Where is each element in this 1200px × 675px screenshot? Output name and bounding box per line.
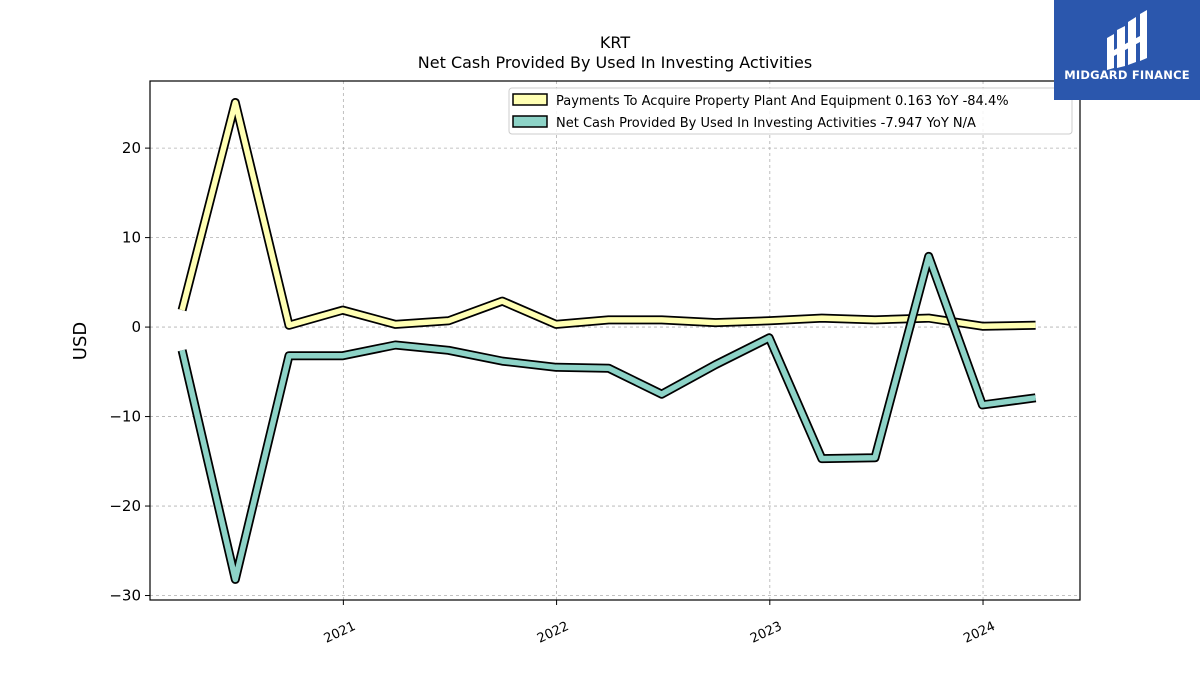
x-tick-label: 2021 [322, 619, 358, 647]
y-tick-label: 10 [122, 229, 141, 247]
legend-box [508, 87, 1073, 135]
grid-lines [150, 81, 1080, 600]
midgard-finance-logo: MIDGARD FINANCE [1054, 0, 1200, 100]
y-tick-label: −20 [109, 497, 141, 515]
y-tick-label: 0 [131, 318, 141, 336]
x-axis: 2021 2022 2023 2024 [322, 600, 998, 647]
legend-label-capex: Payments To Acquire Property Plant And E… [556, 94, 1009, 109]
series-lines [177, 98, 1037, 584]
legend-label-investing: Net Cash Provided By Used In Investing A… [556, 116, 976, 131]
series-line-0 [179, 99, 1036, 329]
legend-swatch-capex [512, 93, 548, 106]
series-line-1 [179, 253, 1036, 583]
series-outline-1 [177, 251, 1037, 584]
legend: Payments To Acquire Property Plant And E… [508, 87, 1073, 135]
x-tick-label: 2022 [535, 619, 571, 647]
y-tick-label: −10 [109, 408, 141, 426]
logo-mark-icon [1107, 10, 1147, 70]
plot-frame [149, 80, 1081, 601]
x-tick-label: 2023 [748, 619, 784, 647]
logo-text: MIDGARD FINANCE [1064, 68, 1190, 82]
legend-swatch-investing [512, 115, 548, 128]
y-axis: −30 −20 −10 0 10 20 [109, 139, 150, 605]
chart-title: KRT [600, 33, 630, 52]
y-tick-label: 20 [122, 139, 141, 157]
x-tick-label: 2024 [961, 619, 997, 647]
series-outline-0 [177, 98, 1036, 331]
y-axis-label: USD [70, 322, 91, 360]
y-tick-label: −30 [109, 587, 141, 605]
chart-subtitle: Net Cash Provided By Used In Investing A… [418, 53, 812, 72]
